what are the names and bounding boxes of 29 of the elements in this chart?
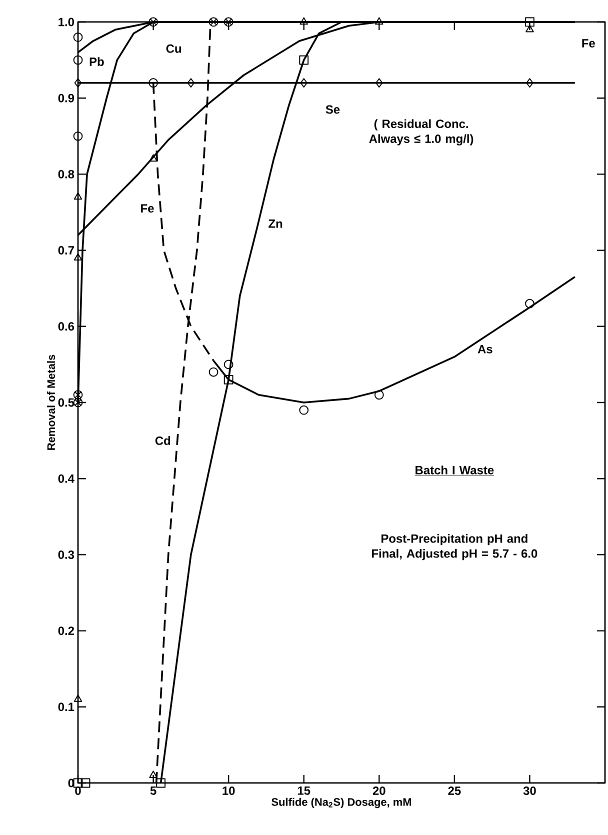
x-tick-label: 15 — [298, 786, 310, 795]
y-tick-label: 0.7 — [58, 246, 74, 255]
annotation: ( Residual Conc. Always ≤ 1.0 mg/l) — [369, 119, 474, 146]
series-label: Fe — [582, 39, 595, 48]
series-label: As — [478, 345, 492, 354]
annotation: Batch I Waste — [416, 466, 494, 474]
y-axis-title: Removal of Metals — [46, 354, 56, 450]
y-tick-label: 0.5 — [58, 398, 74, 407]
series-label: Pb — [90, 57, 104, 66]
x-tick-label: 25 — [448, 786, 461, 795]
series-label: Se — [326, 105, 340, 114]
y-tick-label: 0.8 — [58, 170, 74, 178]
x-axis-title: Sulfide (Na$_{2}$S) Dosage, mM — [272, 798, 412, 808]
y-tick-label: 0.9 — [58, 94, 74, 102]
series-label: Cu — [166, 44, 181, 53]
y-tick-label: 0.3 — [58, 550, 74, 559]
y-tick-label: 0.1 — [58, 702, 74, 712]
x-tick-label: 5 — [150, 786, 156, 795]
series-label: Cd — [155, 436, 170, 445]
y-tick-label: 1.0 — [58, 18, 74, 26]
x-tick-label: 10 — [222, 786, 235, 795]
y-tick-label: 0.4 — [58, 474, 74, 483]
x-tick-label: 30 — [523, 786, 536, 795]
x-tick-label: 20 — [372, 786, 386, 795]
annotation: Post-Precipitation pH and Final, Adjusted pH = 5.7 - 6.0 — [372, 534, 538, 560]
y-tick-label: 0.6 — [58, 322, 74, 331]
text: Fe — [141, 204, 154, 213]
series-label: Zn — [268, 220, 282, 228]
y-tick-label: 0.2 — [58, 626, 74, 636]
